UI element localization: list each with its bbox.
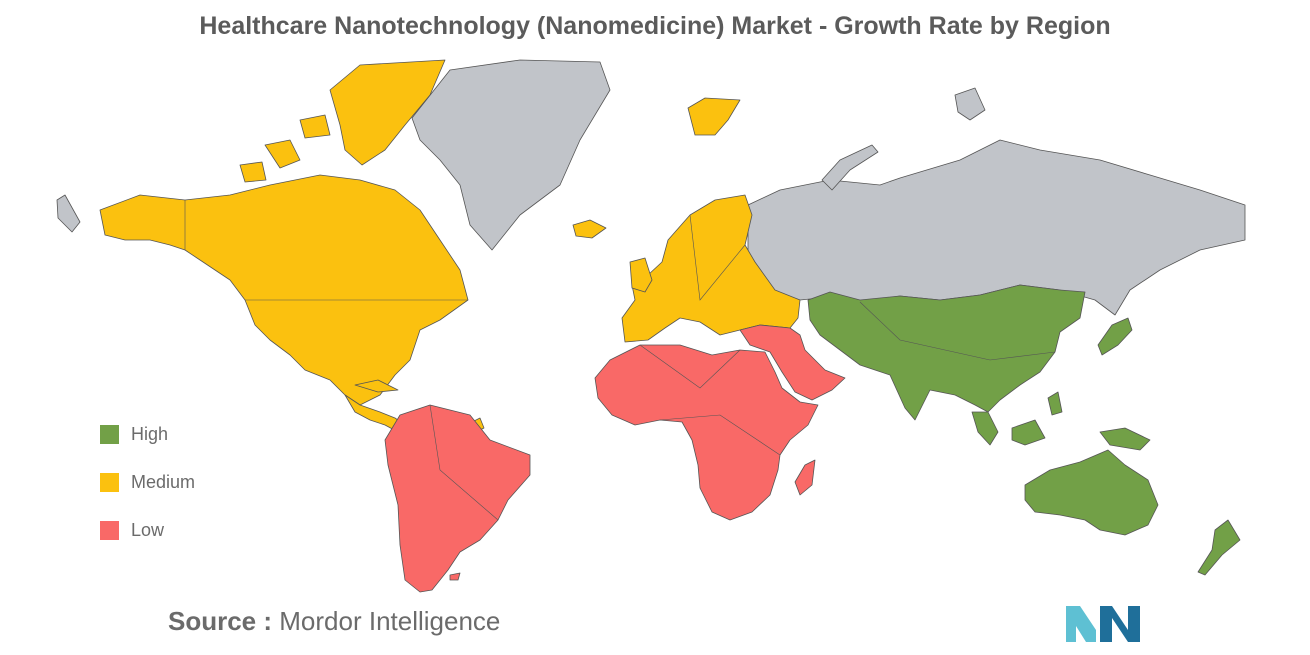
canadian-arctic-region (329, 59, 446, 166)
logo-shape-left (1066, 606, 1096, 642)
legend-label: Medium (131, 471, 196, 492)
falklands-region (449, 572, 461, 581)
uk-region (629, 257, 653, 293)
canadian-island-1 (264, 139, 301, 169)
source-lead: Source : (168, 606, 273, 636)
canadian-island-2 (299, 114, 331, 139)
legend-item-low: Low (100, 506, 195, 554)
legend-swatch (100, 424, 119, 444)
novaya-zemlya-region (821, 144, 879, 191)
legend-swatch (100, 472, 119, 492)
legend-swatch (100, 520, 119, 540)
legend-label: Low (131, 519, 165, 540)
japan-region (1097, 317, 1133, 356)
legend-item-high: High (100, 410, 195, 458)
madagascar-region (794, 459, 816, 496)
asia-region (807, 284, 1086, 421)
arctic-island-region (954, 87, 986, 121)
iceland-region (572, 219, 607, 239)
legend-label: High (131, 423, 169, 444)
australia-region (1024, 449, 1159, 536)
alaska-tip-region (56, 194, 81, 233)
country-border (639, 344, 741, 389)
russia-region (747, 139, 1246, 316)
north-america-region (99, 174, 469, 406)
country-border (859, 301, 1056, 361)
cuba-region (354, 379, 399, 393)
logo-shape-right (1100, 606, 1140, 642)
philippines-region (1047, 391, 1063, 416)
mordor-intelligence-logo (1066, 606, 1140, 642)
source-text: Mordor Intelligence (279, 606, 501, 636)
canadian-island-3 (239, 161, 267, 183)
greenland-region (411, 59, 611, 251)
south-america-region (384, 404, 531, 593)
country-border (689, 214, 746, 301)
source-note: Source : Mordor Intelligence (168, 606, 500, 637)
southeast-asia-region (971, 411, 999, 446)
new-guinea-region (1099, 427, 1151, 451)
chart-title: Healthcare Nanotechnology (Nanomedicine)… (199, 12, 1111, 40)
country-border (429, 404, 499, 521)
country-border (659, 414, 781, 456)
africa-region (594, 344, 819, 521)
indonesia-region (1011, 419, 1046, 446)
legend: High Medium Low (100, 410, 195, 554)
middle-east-region (739, 324, 846, 401)
new-zealand-region (1197, 519, 1241, 576)
svalbard-region (687, 97, 741, 136)
legend-item-medium: Medium (100, 458, 195, 506)
